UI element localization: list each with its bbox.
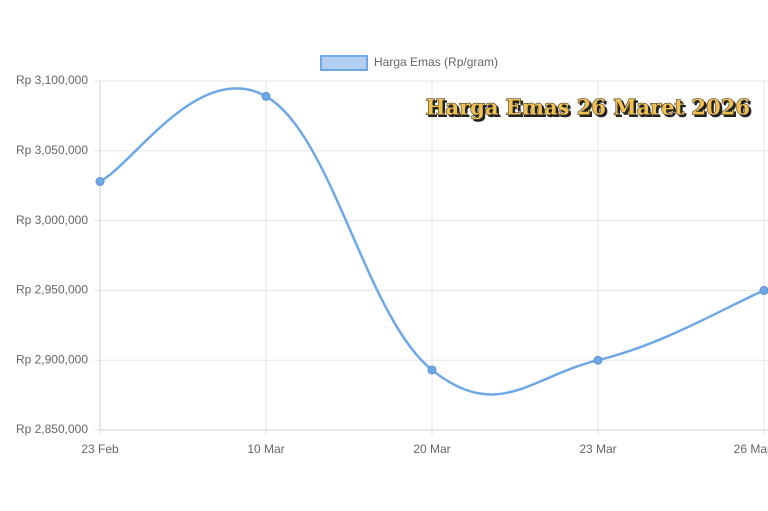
legend-label: Harga Emas (Rp/gram) (374, 55, 498, 69)
point (261, 91, 271, 101)
x-tick-label: 20 Mar (413, 442, 450, 456)
x-tick-label: 23 Feb (81, 442, 119, 456)
point (759, 285, 768, 295)
point (95, 177, 105, 187)
line (99, 87, 765, 396)
y-tick-label: Rp 3,000,000 (16, 213, 88, 227)
y-tick-label: Rp 3,050,000 (16, 143, 88, 157)
x-tick-label: 10 Mar (247, 442, 284, 456)
x-tick-label: 26 Mar (est (734, 442, 768, 456)
point (427, 365, 437, 375)
x-tick-label: 23 Mar (579, 442, 616, 456)
legend-swatch (320, 55, 368, 71)
y-tick-label: Rp 2,900,000 (16, 352, 88, 366)
y-tick-label: Rp 3,100,000 (16, 73, 88, 87)
chart-title: Harga Emas 26 Maret 2026 (426, 95, 750, 120)
point (593, 355, 603, 365)
y-tick-label: Rp 2,850,000 (16, 422, 88, 436)
y-tick-label: Rp 2,950,000 (16, 283, 88, 297)
